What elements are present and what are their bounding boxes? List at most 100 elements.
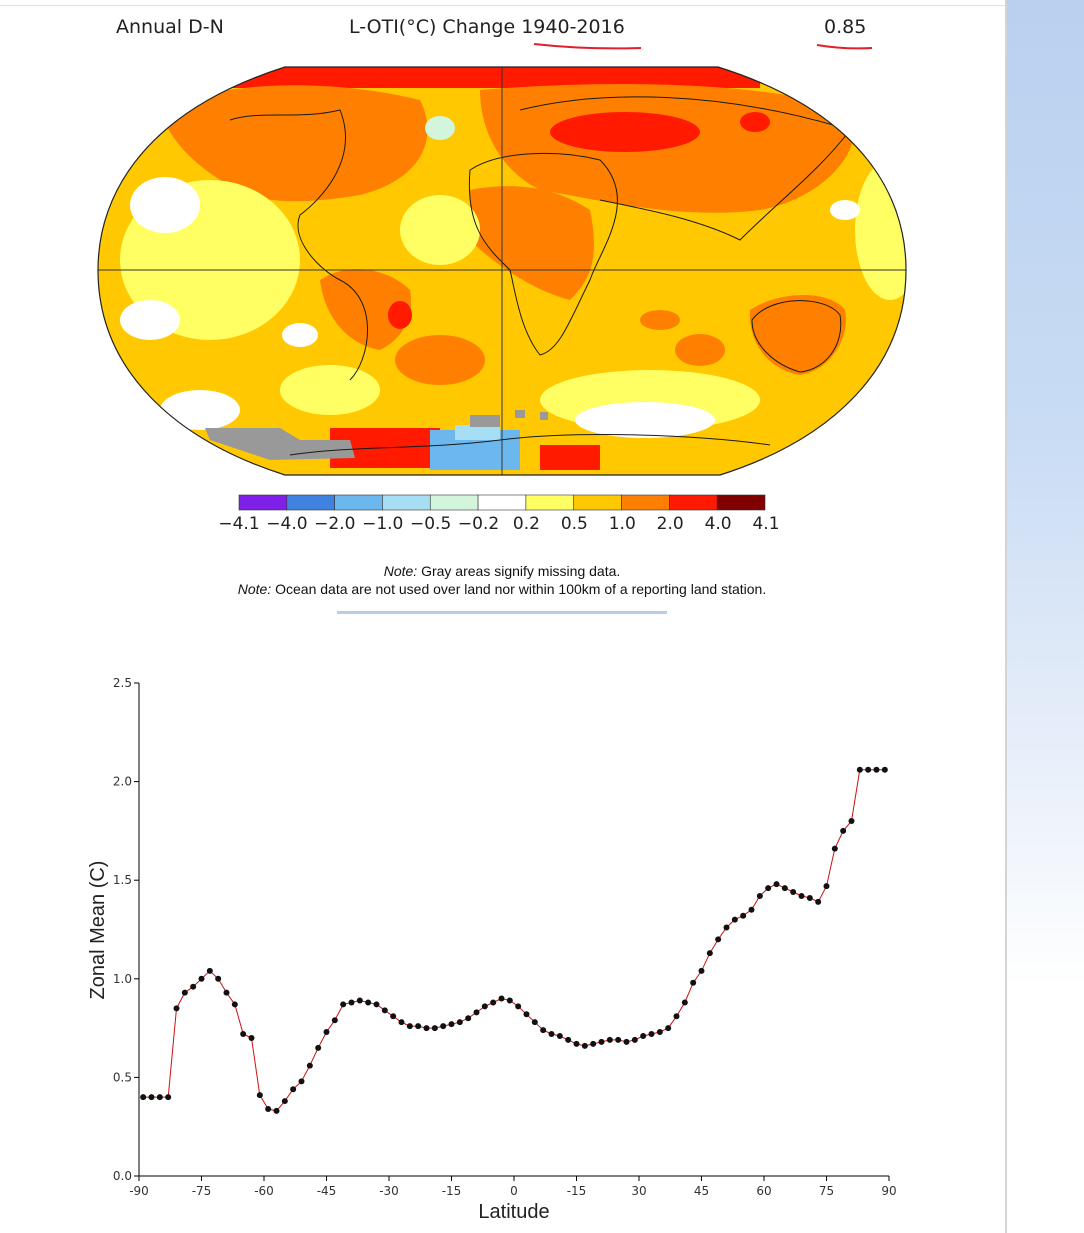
scale-label: −4.0 [266,514,307,534]
data-point [840,827,847,834]
scale-swatch [525,494,575,511]
data-point [673,1013,680,1020]
y-tick-label: 1.5 [113,873,132,887]
data-point [806,894,813,901]
note-missing-data: Note: Gray areas signify missing data. [200,563,804,579]
data-point [548,1031,555,1038]
data-point [281,1098,288,1105]
y-tick-label: 0.0 [113,1169,132,1183]
data-point [206,967,213,974]
scale-label: 0.2 [513,514,540,534]
scale-label: −4.1 [218,514,259,534]
data-point [315,1044,322,1051]
data-point [248,1034,255,1041]
data-point [448,1021,455,1028]
data-point [473,1009,480,1016]
data-point [290,1086,297,1093]
data-point [256,1092,263,1099]
data-point [598,1038,605,1045]
data-point [648,1031,655,1038]
data-point [181,989,188,996]
data-point [265,1105,272,1112]
data-point [506,997,513,1004]
data-point [423,1025,430,1032]
data-point [515,1003,522,1010]
data-point [615,1036,622,1043]
data-point [865,766,872,773]
map-title-prefix: L-OTI(°C) Change [349,16,522,38]
data-point [740,912,747,919]
color-scale: −4.1 −4.0 −2.0 −1.0 −0.5 −0.2 0.2 0.5 1.0 2.0 4.0 4… [218,494,780,534]
data-point [390,1013,397,1020]
note-text: Gray areas signify missing data. [417,563,621,579]
data-point [190,983,197,990]
x-tick-label: 75 [819,1184,834,1198]
data-point [723,924,730,931]
anomaly-map [98,67,906,475]
data-point [356,997,363,1004]
map-type-label: Annual D-N [116,16,224,38]
data-point [440,1023,447,1030]
x-axis-title: Latitude [478,1201,549,1223]
data-point [431,1025,438,1032]
x-tick-label: -30 [379,1184,399,1198]
data-point [231,1001,238,1008]
data-point [640,1032,647,1039]
x-tick-label: -60 [254,1184,274,1198]
data-point [698,967,705,974]
data-point [365,999,372,1006]
scale-swatch [716,494,766,511]
x-tick-label: 60 [756,1184,771,1198]
x-tick-label: 30 [631,1184,646,1198]
x-tick-label: 45 [694,1184,709,1198]
map-title: L-OTI(°C) Change 1940-2016 [349,16,625,38]
scale-swatch [334,494,383,511]
data-point [815,898,822,905]
scale-swatch [238,494,288,511]
data-point [773,881,780,888]
data-point [531,1019,538,1026]
note-text: Ocean data are not used over land nor wi… [271,581,767,597]
data-point [756,892,763,899]
scale-swatch [477,494,527,511]
scale-swatch [429,494,479,511]
data-point [781,885,788,892]
data-point [856,766,863,773]
scale-label: 4.0 [705,514,732,534]
scale-swatch [286,494,335,511]
data-point [331,1017,338,1024]
note-label: Note: [237,581,272,597]
data-point [173,1005,180,1012]
scale-swatch [573,494,622,511]
y-tick-label: 1.0 [113,972,132,986]
data-point [215,975,222,982]
data-point [581,1042,588,1049]
scale-label: 2.0 [657,514,684,534]
x-tick-label: 0 [510,1184,518,1198]
map-period: 1940-2016 [521,16,625,38]
zonal-mean-chart: 0.0 0.5 1.0 1.5 2.0 2.5 -90 -75 -60 -45 -30 -15 0 -1… [87,676,897,1223]
data-point [715,936,722,943]
data-point [198,975,205,982]
data-point [406,1023,413,1030]
annotation-underline-period [533,43,642,50]
data-point [873,766,880,773]
data-point [156,1094,163,1101]
data-point [340,1001,347,1008]
scale-swatch [669,494,718,511]
data-point [348,999,355,1006]
note-ocean-data: Note: Ocean data are not used over land … [200,581,804,597]
scale-label: −1.0 [362,514,403,534]
data-point [565,1036,572,1043]
data-point [148,1094,155,1101]
data-point [298,1078,305,1085]
data-point [573,1040,580,1047]
data-point [823,883,830,890]
top-border [0,5,1005,6]
data-point [748,906,755,913]
scale-label: −0.5 [410,514,451,534]
x-tick-label: 90 [881,1184,896,1198]
data-point [690,979,697,986]
data-point [165,1094,172,1101]
